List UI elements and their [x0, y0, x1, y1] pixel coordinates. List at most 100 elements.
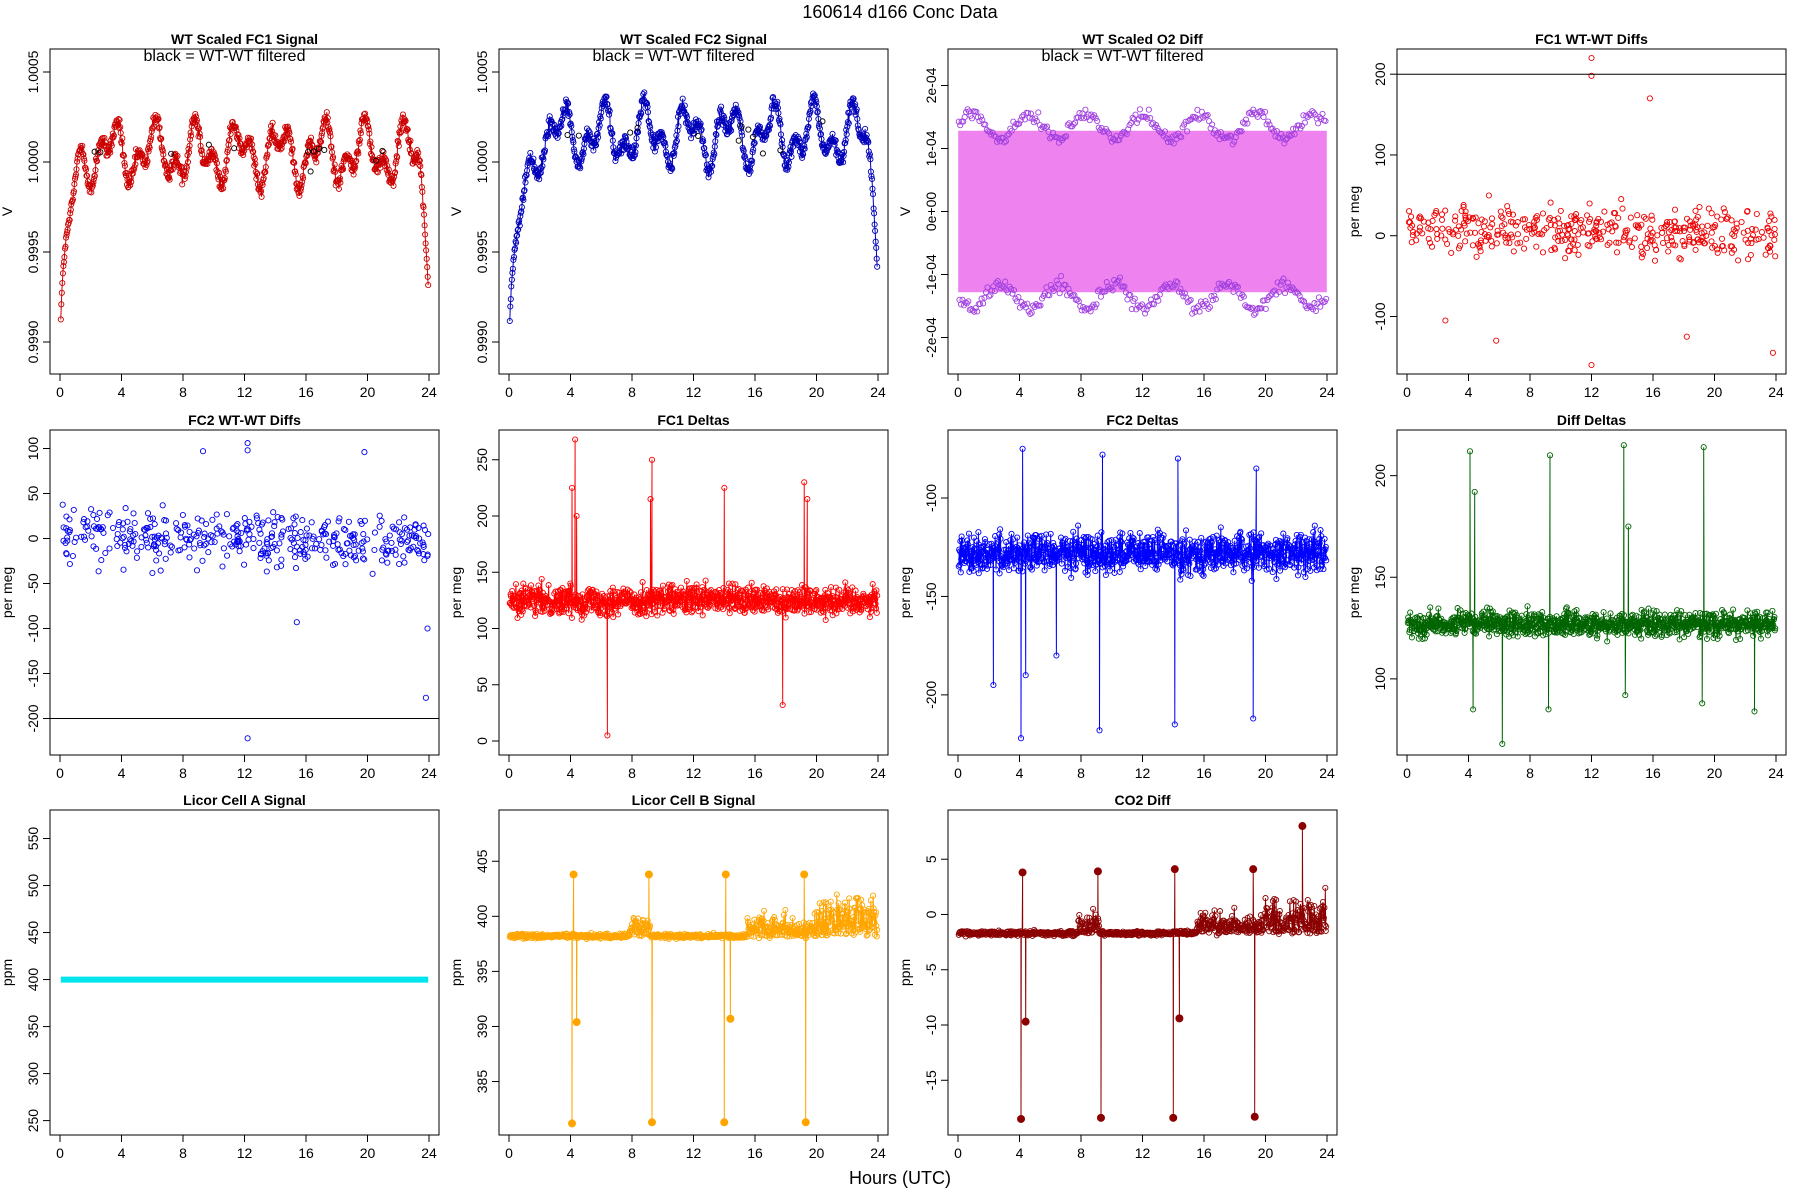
data-point [1030, 302, 1037, 309]
data-point [243, 527, 250, 534]
data-point [1692, 221, 1699, 228]
filtered-point [321, 146, 328, 154]
data-point [1310, 109, 1317, 116]
data-point [1093, 301, 1100, 308]
data-point [303, 525, 310, 532]
data-point [190, 531, 197, 538]
data-point [1214, 129, 1222, 136]
data-point [378, 557, 385, 564]
data-point [784, 166, 791, 173]
data-point [694, 604, 701, 611]
data-point [1191, 538, 1198, 545]
data-point [300, 175, 307, 182]
data-point [652, 144, 659, 151]
data-point [197, 542, 204, 549]
data-point [853, 106, 860, 113]
data-point [754, 586, 761, 593]
data-point [197, 133, 204, 140]
data-point [964, 537, 971, 544]
data-point [181, 175, 188, 182]
data-point [974, 308, 981, 315]
data-point [713, 131, 720, 139]
y-tick-label: -100 [1372, 302, 1388, 330]
data-point [812, 590, 819, 597]
data-point [1150, 301, 1157, 308]
y-tick-label: 0 [474, 737, 490, 745]
data-point [423, 247, 430, 254]
data-point [606, 111, 613, 118]
data-point [698, 126, 705, 133]
data-point [401, 559, 408, 566]
data-point [796, 589, 803, 596]
data-point [250, 535, 257, 543]
data-point [510, 256, 517, 263]
data-point [1217, 524, 1224, 531]
data-point [253, 515, 260, 522]
x-tick-label: 24 [1319, 765, 1335, 781]
data-point [1037, 558, 1044, 565]
x-tick-label: 12 [686, 384, 702, 400]
data-point [1416, 214, 1423, 222]
data-point [1016, 120, 1023, 127]
data-point [1097, 293, 1104, 300]
data-point [223, 511, 230, 518]
data-point [1552, 246, 1559, 253]
data-point [843, 131, 850, 138]
data-point [290, 540, 297, 547]
data-point [203, 520, 210, 528]
data-point [1686, 234, 1693, 241]
data-point [1413, 230, 1420, 237]
data-point [1229, 544, 1237, 551]
data-point [1427, 604, 1434, 611]
data-point [1668, 227, 1675, 234]
data-point [66, 527, 73, 534]
data-point [1686, 238, 1693, 245]
data-point [684, 120, 692, 127]
data-point [1459, 610, 1466, 617]
data-point [114, 542, 121, 550]
data-point [1668, 234, 1675, 241]
data-point [801, 145, 808, 152]
data-point [70, 506, 77, 513]
data-point [1605, 226, 1612, 233]
data-point [785, 163, 792, 170]
y-tick-label: 50 [474, 677, 490, 693]
data-point [661, 139, 668, 146]
data-point [1116, 136, 1123, 143]
x-tick-label: 4 [567, 384, 575, 400]
data-point [1137, 566, 1144, 573]
data-point [1045, 545, 1052, 552]
x-tick-label: 8 [628, 384, 636, 400]
data-point [1267, 292, 1274, 299]
data-point [1718, 235, 1726, 242]
data-point [1191, 113, 1198, 120]
data-point [1228, 282, 1236, 289]
data-point [1085, 111, 1092, 118]
data-point [1151, 550, 1159, 557]
data-point [741, 609, 748, 616]
data-point [1687, 226, 1694, 233]
data-point [1462, 238, 1469, 245]
data-point [1239, 291, 1246, 298]
data-point [632, 142, 639, 149]
x-tick-label: 16 [1196, 384, 1212, 400]
panel-annotation: black = WT-WT filtered [144, 48, 306, 65]
data-point [1618, 196, 1625, 203]
data-point [1133, 306, 1140, 313]
data-point [1241, 120, 1248, 127]
data-point [994, 546, 1002, 553]
data-point [1301, 534, 1309, 541]
data-point [1265, 118, 1272, 125]
data-point [779, 586, 786, 593]
data-point [1278, 131, 1285, 138]
y-tick-label: 0.9990 [474, 320, 490, 363]
data-point [80, 519, 87, 526]
data-point [1041, 123, 1048, 130]
x-tick-label: 4 [118, 765, 126, 781]
data-point [1197, 115, 1204, 122]
data-point [396, 560, 403, 568]
data-point [686, 601, 694, 609]
data-point [82, 166, 90, 173]
data-point [201, 534, 208, 541]
